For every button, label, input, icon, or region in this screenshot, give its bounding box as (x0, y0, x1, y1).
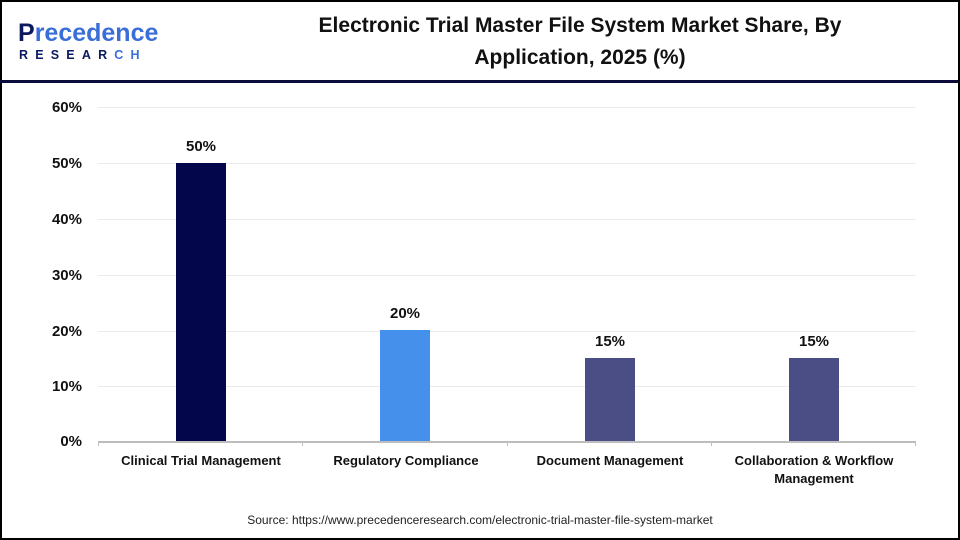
bar-regulatory-compliance (380, 330, 430, 442)
title-line-2: Application, 2025 (%) (474, 46, 686, 69)
x-category-label: Regulatory Compliance (333, 453, 479, 468)
plot-area: 50% 20% 15% 15% (98, 107, 916, 446)
header-divider (0, 80, 958, 83)
gridline (98, 163, 916, 164)
x-axis-tick (302, 442, 303, 446)
precedence-research-logo: Precedence RESEARCH (18, 20, 168, 64)
chart-title: Electronic Trial Master File System Mark… (200, 10, 960, 74)
x-category-label: Clinical Trial Management (121, 453, 281, 468)
x-axis-tick (711, 442, 712, 446)
y-tick-label: 40% (51, 211, 82, 228)
x-category-label: Collaboration & Workflow Management (712, 452, 916, 488)
bar-value-label: 15% (594, 333, 626, 350)
x-axis-tick (507, 442, 508, 446)
bar-value-label: 15% (798, 333, 830, 350)
bar-value-label: 20% (389, 305, 421, 322)
x-category-label: Document Management (536, 453, 684, 468)
y-tick-label: 20% (51, 323, 82, 340)
gridline (98, 219, 916, 220)
x-category-label-line: Collaboration & Workflow (734, 453, 894, 468)
y-tick-label: 30% (51, 267, 82, 284)
logo-subtitle: RESEARCH (19, 48, 147, 62)
logo-wordmark: Precedence (18, 19, 159, 47)
x-category-label-line: Management (774, 471, 854, 486)
y-tick-label: 0% (60, 433, 82, 450)
x-axis-tick (98, 442, 99, 446)
gridline (98, 386, 916, 387)
bar-document-management (585, 358, 635, 442)
title-line-1: Electronic Trial Master File System Mark… (318, 14, 842, 37)
x-axis-tick (915, 442, 916, 446)
y-tick-label: 10% (51, 378, 82, 395)
gridline (98, 275, 916, 276)
y-tick-label: 60% (51, 99, 82, 116)
gridline (98, 331, 916, 332)
bar-value-label: 50% (185, 138, 217, 155)
bar-clinical-trial-management (176, 163, 226, 442)
gridline (98, 107, 916, 108)
bar-collaboration-workflow-management (789, 358, 839, 442)
source-citation: Source: https://www.precedenceresearch.c… (247, 513, 713, 527)
y-tick-label: 50% (51, 155, 82, 172)
